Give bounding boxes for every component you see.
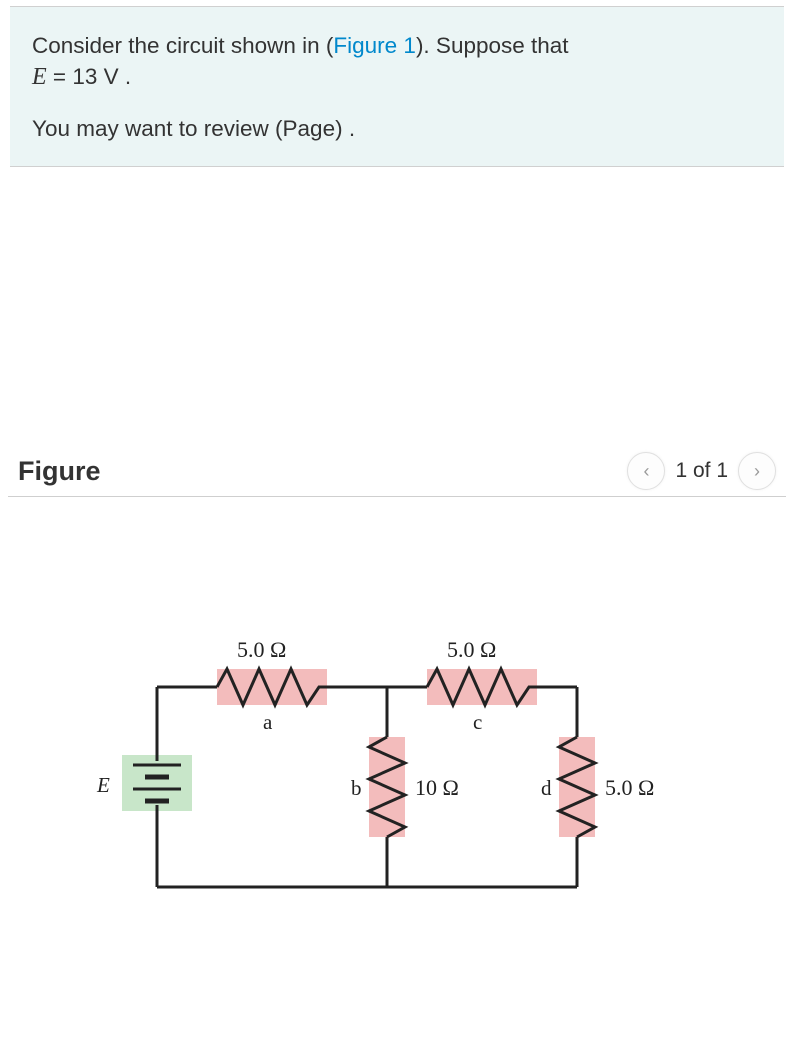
vertical-gap — [0, 167, 794, 452]
figure-counter: 1 of 1 — [675, 459, 728, 483]
node-c-label: c — [473, 710, 482, 734]
resistor-b-value: 10 Ω — [415, 775, 459, 800]
review-line: You may want to review (Page) . — [32, 114, 762, 144]
blank-line — [32, 94, 762, 114]
circuit-svg: E 5.0 Ω a 5.0 Ω c 10 Ω b — [67, 617, 727, 937]
resistor-d-value: 5.0 Ω — [605, 775, 654, 800]
text-before-link: Consider the circuit shown in ( — [32, 33, 333, 58]
figure-nav: ‹ 1 of 1 › — [627, 452, 776, 490]
text-after-link: ). Suppose that — [416, 33, 569, 58]
chevron-left-icon: ‹ — [643, 461, 649, 482]
figure-header-row: Figure ‹ 1 of 1 › — [8, 452, 786, 497]
resistor-a: 5.0 Ω a — [157, 637, 387, 734]
battery: E — [96, 687, 192, 887]
node-d-label: d — [541, 776, 552, 800]
problem-statement: Consider the circuit shown in (Figure 1)… — [10, 6, 784, 167]
node-b-label: b — [351, 776, 362, 800]
figure-link[interactable]: Figure 1 — [333, 33, 416, 58]
problem-line-1: Consider the circuit shown in (Figure 1)… — [32, 31, 762, 61]
emf-symbol: E — [32, 64, 47, 90]
resistor-d: 5.0 Ω d — [541, 687, 654, 887]
circuit-diagram: E 5.0 Ω a 5.0 Ω c 10 Ω b — [0, 617, 794, 937]
chevron-right-icon: › — [754, 461, 760, 482]
resistor-c-value: 5.0 Ω — [447, 637, 496, 662]
node-a-label: a — [263, 710, 273, 734]
problem-line-2: E = 13 V . — [32, 61, 762, 93]
next-figure-button[interactable]: › — [738, 452, 776, 490]
resistor-c: 5.0 Ω c — [387, 637, 577, 734]
resistor-b: 10 Ω b — [351, 687, 459, 887]
figure-heading: Figure — [18, 456, 101, 487]
emf-label: E — [96, 773, 110, 797]
resistor-a-value: 5.0 Ω — [237, 637, 286, 662]
prev-figure-button[interactable]: ‹ — [627, 452, 665, 490]
emf-value: = 13 V . — [47, 64, 131, 89]
